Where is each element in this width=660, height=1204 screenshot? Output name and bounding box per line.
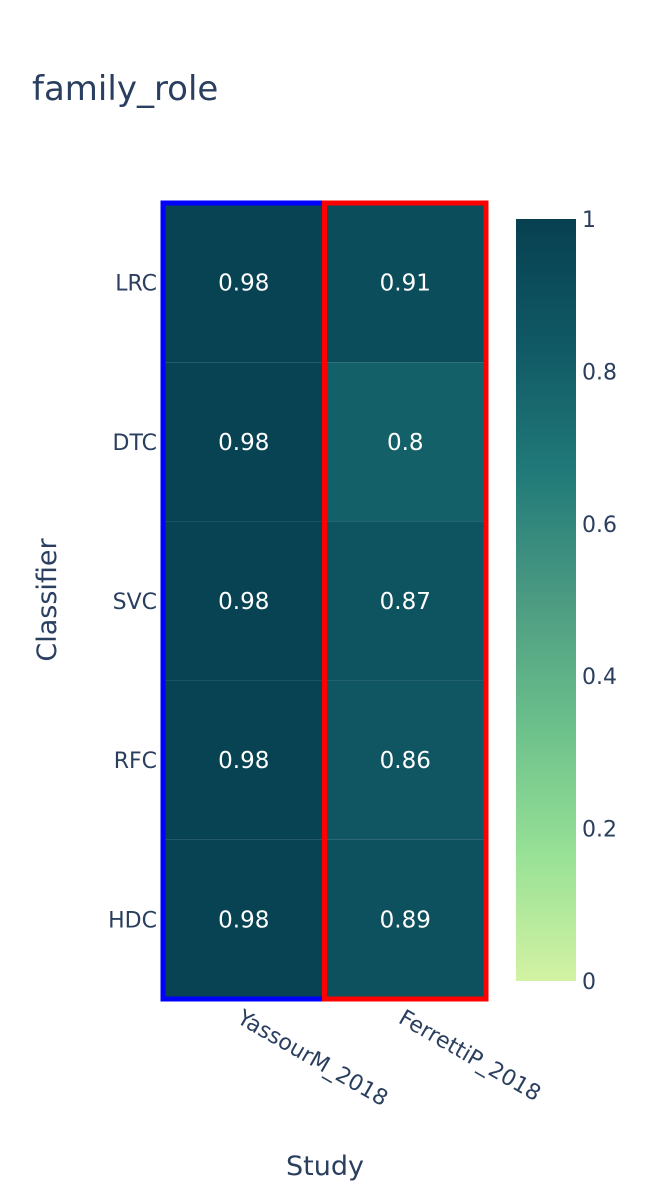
cell-value-label: 0.98 xyxy=(218,271,269,297)
heatmap-cell-rfc-2 xyxy=(324,680,486,840)
y-tick-label: SVC xyxy=(113,590,157,615)
heatmap-cell-hdc-2 xyxy=(324,839,486,999)
cell-value-label: 0.98 xyxy=(218,907,269,933)
colorbar-tick-label: 0.2 xyxy=(582,818,617,843)
colorbar-tick-label: 0 xyxy=(582,970,596,995)
column-highlights xyxy=(160,200,489,1002)
x-axis-title: Study xyxy=(286,1151,364,1182)
heatmap-cell-dtc-2 xyxy=(324,362,486,522)
cell-value-label: 0.86 xyxy=(380,748,431,774)
heatmap-cell-lrc-1 xyxy=(163,203,325,363)
heatmap-cells xyxy=(163,203,486,999)
cell-value-label: 0.91 xyxy=(380,271,431,297)
y-axis-title: Classifier xyxy=(32,537,63,661)
colorbar-tick-label: 1 xyxy=(582,208,596,233)
cell-value-label: 0.87 xyxy=(380,589,431,615)
colorbar-tick-label: 0.4 xyxy=(582,665,617,690)
colorbar xyxy=(516,219,576,981)
y-axis-ticks: LRC DTC SVC RFC HDC xyxy=(108,272,157,934)
x-axis-ticks: YassourM_2018 FerrettiP_2018 xyxy=(232,1005,545,1112)
heatmap-cell-svc-1 xyxy=(163,521,325,681)
cell-value-label: 0.8 xyxy=(387,430,424,456)
colorbar-tick-label: 0.8 xyxy=(582,360,617,385)
cell-value-label: 0.98 xyxy=(218,748,269,774)
y-tick-label: DTC xyxy=(113,431,157,456)
colorbar-tick-label: 0.6 xyxy=(582,513,617,538)
y-tick-label: HDC xyxy=(108,908,157,933)
heatmap-cell-labels: 0.98 0.91 0.98 0.8 0.98 0.87 0.98 0.86 0.98 0.89 xyxy=(218,271,431,934)
x-tick-label: YassourM_2018 xyxy=(232,1005,392,1112)
heatmap-cell-hdc-1 xyxy=(163,839,325,999)
heatmap-cell-dtc-1 xyxy=(163,362,325,522)
cell-value-label: 0.98 xyxy=(218,430,269,456)
cell-value-label: 0.89 xyxy=(380,907,431,933)
heatmap-cell-svc-2 xyxy=(324,521,486,681)
chart-title: family_role xyxy=(32,69,218,109)
column-highlight-box xyxy=(322,200,489,1002)
colorbar-ticks: 0 0.2 0.4 0.6 0.8 1 xyxy=(582,208,617,995)
heatmap-cell-rfc-1 xyxy=(163,680,325,840)
heatmap-cell-lrc-2 xyxy=(324,203,486,363)
y-tick-label: LRC xyxy=(115,272,157,297)
y-tick-label: RFC xyxy=(114,749,157,774)
cell-value-label: 0.98 xyxy=(218,589,269,615)
x-tick-label: FerrettiP_2018 xyxy=(394,1006,545,1107)
